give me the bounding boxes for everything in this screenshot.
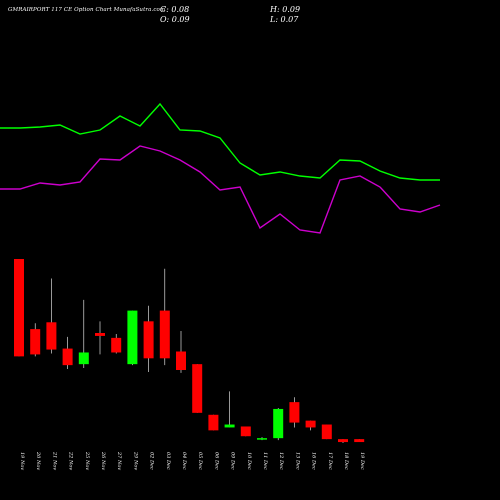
candle-body <box>176 351 186 370</box>
x-tick-label: 06 Dec <box>213 452 219 470</box>
indicator-line-green <box>0 102 440 181</box>
candle-body <box>111 337 122 353</box>
candle-body <box>159 310 170 359</box>
candle-body <box>321 424 332 440</box>
low-value: L: 0.07 <box>270 15 299 24</box>
candle-body <box>143 321 154 359</box>
x-tick-label: 04 Dec <box>181 452 187 470</box>
candle-body <box>354 439 365 443</box>
candle-body <box>78 352 89 365</box>
x-tick-label: 27 Nov <box>116 451 122 470</box>
x-tick-label: 21 Nov <box>51 451 57 470</box>
candle-body <box>208 414 219 431</box>
x-tick-label: 12 Dec <box>278 452 284 470</box>
candle-body <box>95 333 105 336</box>
x-tick-label: 05 Dec <box>197 452 203 470</box>
x-tick-label: 16 Dec <box>311 452 317 470</box>
candle-body <box>14 259 24 357</box>
close-value: C: 0.08 <box>160 5 190 14</box>
x-tick-label: 26 Nov <box>100 451 106 470</box>
candle-body <box>62 348 73 366</box>
x-tick-label: 13 Dec <box>294 452 300 470</box>
candle-body <box>305 420 316 428</box>
candle-body <box>30 329 41 355</box>
candle-body <box>240 426 251 437</box>
chart-title: GMRAIRPORT 117 CE Option Chart MunafaSut… <box>8 7 166 13</box>
x-tick-label: 25 Nov <box>84 451 90 470</box>
candle-body <box>192 364 203 413</box>
open-value: O: 0.09 <box>160 15 190 24</box>
high-value: H: 0.09 <box>270 5 301 14</box>
candle-body <box>127 310 138 365</box>
candle-body <box>257 438 267 440</box>
candle-body <box>338 439 348 443</box>
x-tick-label: 02 Dec <box>149 452 155 470</box>
candle-body <box>289 402 300 423</box>
x-tick-label: 03 Dec <box>165 452 171 470</box>
candle-body <box>46 322 57 350</box>
x-tick-label: 18 Dec <box>343 452 349 470</box>
x-tick-label: 29 Nov <box>132 451 138 470</box>
x-tick-label: 11 Dec <box>262 452 268 470</box>
x-tick-label: 19 Nov <box>19 452 25 470</box>
x-tick-label: 17 Dec <box>327 452 333 470</box>
candle-body <box>224 424 235 428</box>
candle-body <box>273 408 284 439</box>
x-tick-label: 19 Dec <box>359 452 365 470</box>
x-tick-label: 09 Dec <box>230 452 236 470</box>
indicator-line-magenta <box>0 145 441 234</box>
x-tick-label: 22 Nov <box>68 451 74 470</box>
x-tick-label: 10 Dec <box>246 452 252 470</box>
x-tick-label: 20 Nov <box>35 451 41 470</box>
